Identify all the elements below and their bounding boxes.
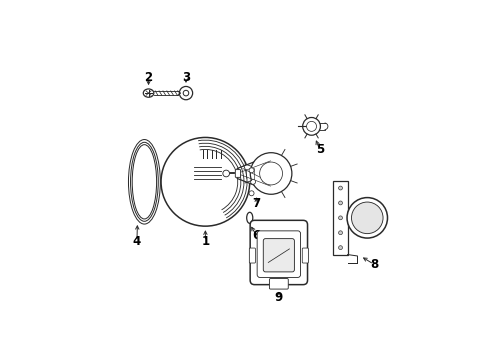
Circle shape: [161, 138, 250, 226]
Bar: [333, 181, 348, 255]
FancyBboxPatch shape: [235, 170, 241, 177]
Text: 8: 8: [370, 258, 378, 271]
Circle shape: [223, 170, 229, 177]
Circle shape: [347, 198, 388, 238]
Text: 7: 7: [253, 198, 261, 211]
Text: 1: 1: [201, 235, 209, 248]
Text: 9: 9: [275, 291, 283, 304]
FancyBboxPatch shape: [249, 248, 255, 263]
Polygon shape: [237, 156, 270, 192]
Text: 5: 5: [316, 143, 324, 157]
Circle shape: [179, 86, 193, 100]
Circle shape: [250, 153, 292, 194]
Circle shape: [339, 186, 343, 190]
Circle shape: [250, 179, 256, 184]
Circle shape: [249, 168, 254, 173]
Ellipse shape: [143, 89, 154, 97]
FancyBboxPatch shape: [257, 231, 300, 278]
FancyBboxPatch shape: [250, 220, 308, 285]
Circle shape: [339, 201, 343, 205]
Circle shape: [249, 191, 254, 196]
Circle shape: [351, 202, 383, 234]
Text: 2: 2: [145, 71, 152, 84]
Circle shape: [339, 231, 343, 235]
Circle shape: [339, 246, 343, 249]
Circle shape: [260, 162, 283, 185]
FancyBboxPatch shape: [263, 239, 294, 272]
FancyBboxPatch shape: [302, 248, 308, 263]
Text: 4: 4: [133, 235, 141, 248]
Circle shape: [339, 216, 343, 220]
Circle shape: [307, 121, 317, 131]
Circle shape: [183, 90, 189, 96]
Circle shape: [303, 117, 320, 135]
Text: 3: 3: [182, 71, 190, 84]
FancyBboxPatch shape: [270, 279, 288, 289]
Ellipse shape: [246, 212, 253, 223]
Text: 6: 6: [252, 229, 261, 242]
